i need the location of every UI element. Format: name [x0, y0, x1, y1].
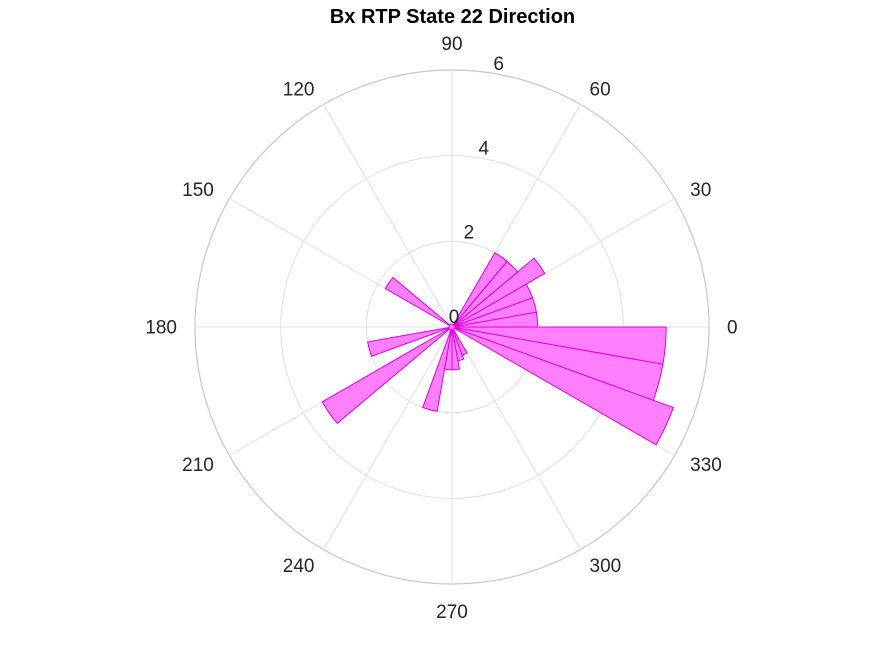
angle-label-300: 300 — [590, 556, 622, 577]
radial-label-0: 0 — [449, 307, 460, 328]
grid-spoke-300 — [451, 326, 581, 550]
angle-label-330: 330 — [690, 455, 722, 476]
angle-label-270: 270 — [436, 602, 468, 623]
axis-labels: 0 30 60 90 120 150 180 210 240 270 300 330 0 2 4 6 — [145, 34, 737, 623]
histogram-bar-290-300 — [451, 326, 468, 356]
histogram-bar-210-220 — [321, 326, 453, 425]
radial-label-6: 6 — [493, 54, 504, 75]
histogram-bar-140-150 — [384, 276, 453, 328]
angle-label-150: 150 — [182, 180, 214, 201]
angle-label-60: 60 — [590, 79, 611, 100]
angle-label-120: 120 — [283, 79, 315, 100]
angle-label-0: 0 — [727, 318, 738, 339]
histogram-bar-330-340 — [451, 326, 675, 446]
angle-label-30: 30 — [690, 180, 711, 201]
center-marker — [448, 323, 456, 331]
grid-spoke-240 — [323, 326, 453, 550]
radial-label-2: 2 — [464, 223, 475, 244]
histogram-bar-50-60 — [451, 252, 508, 328]
histogram-bar-350-360 — [451, 326, 667, 365]
histogram-bars — [321, 252, 675, 446]
angle-label-240: 240 — [283, 556, 315, 577]
histogram-bar-30-40 — [451, 257, 546, 328]
histogram-bar-250-260 — [422, 326, 453, 412]
radial-label-4: 4 — [478, 138, 489, 159]
histogram-bar-190-200 — [367, 326, 453, 357]
angle-label-90: 90 — [441, 34, 462, 55]
angle-label-180: 180 — [145, 318, 177, 339]
chart-title: Bx RTP State 22 Direction — [329, 6, 576, 28]
angle-label-210: 210 — [182, 455, 214, 476]
grid-spoke-120 — [323, 104, 453, 328]
